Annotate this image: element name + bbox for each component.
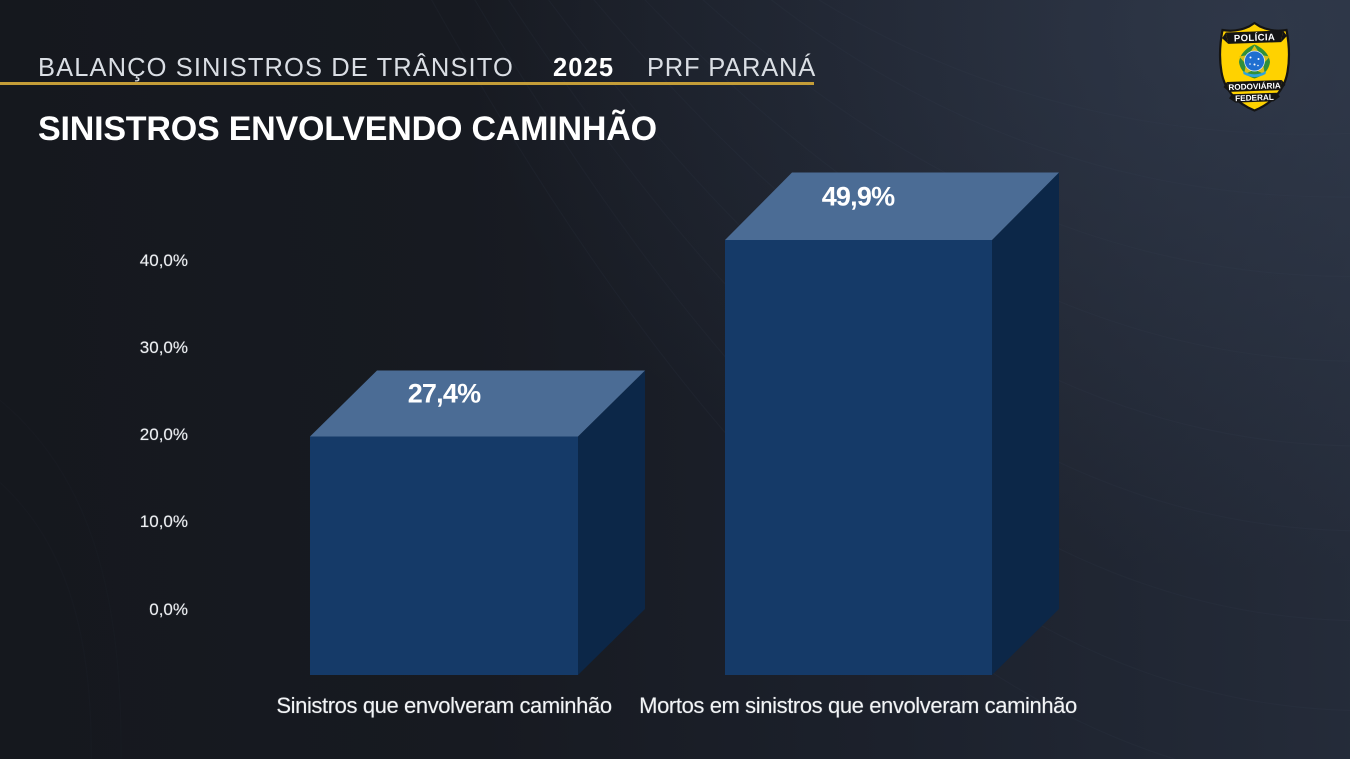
svg-text:POLÍCIA: POLÍCIA	[1234, 32, 1276, 44]
svg-text:RODOVIÁRIA: RODOVIÁRIA	[1228, 80, 1281, 92]
svg-text:FEDERAL: FEDERAL	[1235, 93, 1274, 103]
